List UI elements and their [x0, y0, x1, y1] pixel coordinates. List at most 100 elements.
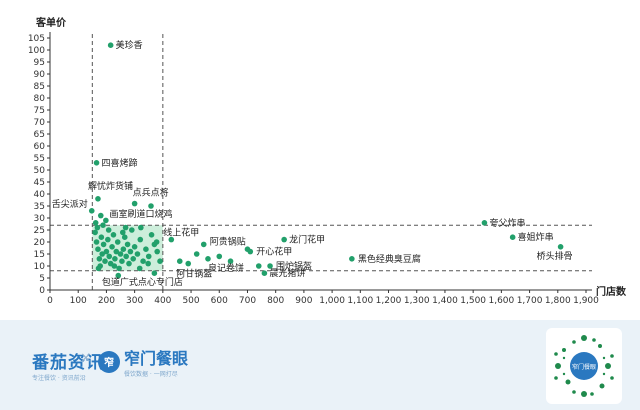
brand-logo-fanqie: 番茄资讯 专注餐饮 · 资讯前沿	[32, 348, 104, 382]
x-tick-label: 900	[295, 296, 312, 306]
data-point	[145, 260, 151, 267]
x-tick-label: 1,700	[517, 296, 543, 306]
data-point	[153, 239, 160, 245]
point-label: 桥头排骨	[537, 250, 573, 262]
labeled-data-point	[95, 196, 101, 202]
point-label: 围炉锅盔	[276, 260, 312, 272]
labeled-data-point	[148, 203, 154, 209]
data-point	[97, 212, 104, 219]
x-tick-label: 700	[239, 296, 256, 306]
reference-lines	[50, 34, 592, 290]
x-tick-label: 300	[126, 296, 143, 306]
data-point	[126, 260, 132, 267]
labeled-data-point	[267, 263, 273, 269]
qr-code: 窄门餐眼	[546, 328, 622, 404]
data-point	[92, 229, 98, 236]
data-point	[124, 241, 131, 248]
data-point	[95, 246, 101, 252]
brand-logo-zhaimen-tagline: 餐饮数据 · 一网打尽	[124, 371, 178, 378]
data-point	[227, 258, 234, 265]
y-tick-label: 15	[34, 250, 45, 260]
data-point	[103, 248, 110, 255]
qr-pattern-icon	[554, 335, 614, 397]
data-point	[96, 255, 103, 262]
data-point	[121, 234, 128, 240]
data-point	[103, 217, 109, 224]
x-tick-label: 1,200	[376, 296, 402, 306]
data-point	[110, 232, 117, 238]
brand-logo-zhaimen: 窄 窄门餐眼 餐饮数据 · 一网打尽	[98, 345, 188, 378]
logo-separator: ×	[80, 350, 92, 366]
labeled-data-point	[200, 241, 207, 248]
data-point	[95, 265, 102, 272]
data-point	[157, 258, 163, 265]
y-tick-label: 25	[34, 226, 45, 236]
data-point	[92, 220, 99, 226]
data-point	[94, 224, 101, 231]
x-tick-label: 1,500	[460, 296, 486, 306]
data-point	[140, 258, 146, 265]
point-label: 四喜烤蹄	[102, 157, 138, 169]
y-tick-label: 75	[34, 106, 45, 116]
y-tick-label: 90	[34, 70, 46, 80]
x-tick-label: 600	[211, 296, 228, 306]
data-point	[117, 251, 124, 257]
data-point	[122, 224, 129, 231]
data-point	[100, 222, 106, 228]
y-tick-label: 35	[34, 202, 45, 212]
x-tick-label: 1,000	[319, 296, 345, 306]
axes: 0 5 10 15 20 25 30 35 40 45 50 55 60 65 70 75 80 85 90 95 10…	[28, 32, 599, 306]
brand-logo-fanqie-text: 番茄资讯	[32, 353, 104, 373]
y-tick-label: 50	[34, 166, 46, 176]
data-point	[145, 253, 152, 260]
data-point	[131, 244, 138, 250]
data-point	[176, 258, 183, 265]
labeled-data-point	[93, 160, 100, 166]
data-point	[193, 251, 200, 257]
data-point	[119, 229, 126, 236]
labeled-data-point	[205, 255, 211, 262]
labeled-data-point	[247, 248, 254, 255]
x-tick-label: 500	[182, 296, 199, 306]
y-tick-label: 45	[34, 178, 45, 188]
point-label: 良记卷饼	[208, 262, 244, 274]
labeled-data-point	[261, 270, 268, 277]
scatter-chart: 0 5 10 15 20 25 30 35 40 45 50 55 60 65 70 75 80 85 90 95 10…	[28, 16, 627, 306]
x-tick-label: 1,400	[432, 296, 458, 306]
labeled-data-point	[557, 244, 564, 250]
data-point	[102, 258, 108, 265]
y-tick-label: 40	[34, 190, 46, 200]
point-label: 美珍香	[116, 39, 143, 51]
data-point	[143, 246, 149, 252]
labeled-data-point	[151, 270, 158, 277]
x-tick-label: 400	[154, 296, 171, 306]
x-tick-label: 1,300	[404, 296, 430, 306]
data-point	[99, 251, 105, 257]
y-tick-label: 10	[34, 262, 46, 272]
data-point	[127, 248, 134, 255]
y-tick-label: 70	[34, 118, 46, 128]
point-label: 夸父炸串	[489, 217, 525, 229]
labeled-data-point	[88, 208, 95, 214]
data-point	[134, 251, 141, 257]
qr-center-logo: 窄门餐眼	[570, 352, 598, 380]
x-tick-label: 1,900	[573, 296, 599, 306]
y-tick-label: 0	[39, 286, 45, 296]
labeled-data-point	[168, 236, 175, 243]
data-point	[137, 236, 144, 243]
data-point	[116, 265, 122, 272]
data-point	[112, 255, 118, 262]
y-tick-label: 100	[28, 46, 45, 56]
data-point	[120, 246, 127, 252]
y-tick-label: 80	[34, 94, 46, 104]
point-label: 解忧炸货铺	[88, 180, 133, 192]
labeled-data-point	[281, 236, 287, 243]
labeled-data-point	[509, 234, 516, 240]
y-tick-label: 95	[34, 58, 45, 68]
point-label: 阿贵锅贴	[210, 235, 246, 247]
data-point	[93, 239, 100, 245]
labeled-data-point	[349, 255, 355, 262]
point-label: 喜姐炸串	[518, 231, 554, 243]
point-label: 开心花甲	[256, 246, 292, 258]
y-tick-label: 55	[34, 154, 45, 164]
